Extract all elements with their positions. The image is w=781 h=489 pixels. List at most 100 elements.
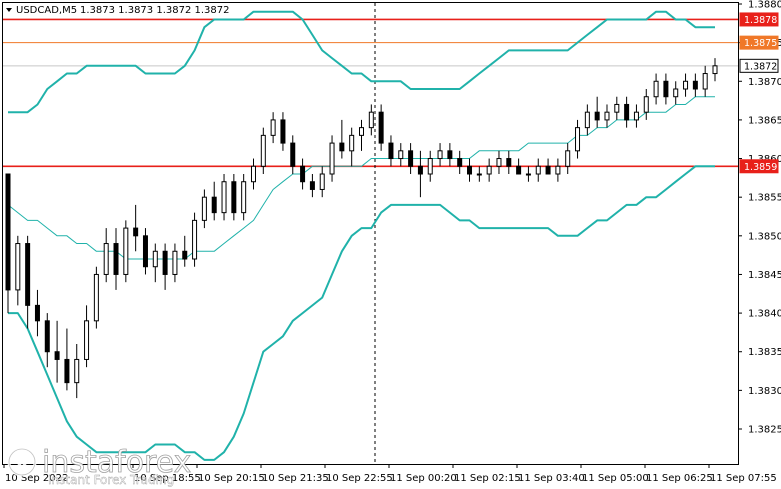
x-tick-label: 10 Sep 2022 [5,473,68,484]
candle[interactable] [64,328,70,391]
candle-body-bullish [712,65,718,75]
candle[interactable] [93,266,99,329]
candle[interactable] [25,235,31,329]
candle[interactable] [241,174,247,221]
candle[interactable] [388,135,394,167]
x-tick-label: 10 Sep 21:35 [262,473,329,484]
price-tag-label: 1.3872 [744,61,777,72]
candle[interactable] [702,65,708,97]
candle-body-bullish [427,158,433,175]
candle[interactable] [34,289,40,337]
candle[interactable] [192,212,198,267]
candle-body-bullish [241,181,247,214]
candle[interactable] [643,89,649,120]
candle[interactable] [142,228,148,275]
candle[interactable] [712,58,718,82]
candle-body-bullish [437,150,443,160]
candle[interactable] [506,150,512,174]
candle[interactable] [368,104,374,136]
candle[interactable] [692,73,698,97]
plot-area[interactable] [2,2,739,465]
candle[interactable] [633,104,639,128]
candle[interactable] [594,96,600,128]
candle[interactable] [113,228,119,290]
candle[interactable] [359,119,364,151]
candle[interactable] [496,150,502,174]
candle[interactable] [673,81,679,105]
candle-body-bearish [692,80,698,90]
candle-body-bearish [211,196,217,214]
candle-body-bearish [663,80,669,98]
candle[interactable] [349,127,355,167]
candle[interactable] [545,158,551,175]
candle-body-bearish [506,158,512,167]
candle[interactable] [467,158,473,182]
candle[interactable] [339,119,345,159]
candle[interactable] [182,235,188,267]
candle[interactable] [535,158,541,182]
candle[interactable] [447,143,453,167]
x-tick-label: 11 Sep 03:40 [518,473,585,484]
candle-body-bullish [250,165,256,183]
candle[interactable] [329,135,335,182]
candle[interactable] [260,127,266,174]
candle[interactable] [309,174,315,198]
candle[interactable] [427,150,433,182]
bollinger-upper-line [8,10,715,114]
candle[interactable] [201,189,207,229]
candle-body-bullish [565,150,571,167]
candle[interactable] [417,150,423,198]
candle[interactable] [653,73,659,105]
candle[interactable] [555,158,561,182]
candle[interactable] [133,204,139,252]
candle[interactable] [221,174,227,221]
candle[interactable] [300,158,306,190]
candle[interactable] [525,166,531,182]
y-tick-label: 1.3840 [748,309,781,320]
candle[interactable] [44,313,50,368]
candle[interactable] [486,158,492,182]
x-tick-label: 11 Sep 00:20 [390,473,457,484]
candle[interactable] [280,112,286,151]
candle[interactable] [437,143,443,167]
collapse-triangle-icon[interactable] [6,8,12,12]
candle[interactable] [103,228,109,283]
candle[interactable] [290,135,296,174]
candle[interactable] [614,96,620,120]
candle[interactable] [575,119,581,159]
candle[interactable] [231,174,237,221]
candle[interactable] [15,235,21,306]
candle[interactable] [683,73,689,97]
candle[interactable] [172,243,178,283]
candle[interactable] [250,158,256,190]
candle[interactable] [476,166,482,182]
symbol-label: USDCAD,M5 [16,5,77,16]
candle[interactable] [584,104,590,136]
candle[interactable] [211,181,217,221]
candle-body-bullish [398,150,404,160]
candle-body-bearish [34,304,40,322]
candle[interactable] [457,150,463,174]
candle-body-bearish [142,235,148,268]
candle[interactable] [624,96,630,128]
candle[interactable] [84,305,90,368]
candle[interactable] [270,112,276,144]
candle[interactable] [663,73,669,105]
candle[interactable] [123,220,129,283]
candle-body-bullish [476,173,482,176]
candle[interactable] [74,344,80,399]
candle[interactable] [54,320,60,383]
instaforex-logo-icon [7,447,37,477]
candle[interactable] [398,143,404,167]
candle[interactable] [5,173,11,314]
candle-body-bullish [15,243,21,291]
candle[interactable] [408,143,414,174]
candle[interactable] [162,243,168,290]
candle[interactable] [565,143,571,174]
candle[interactable] [152,243,158,283]
candle[interactable] [516,158,522,175]
candle[interactable] [319,166,325,198]
candle[interactable] [378,104,384,151]
candle[interactable] [604,104,610,128]
